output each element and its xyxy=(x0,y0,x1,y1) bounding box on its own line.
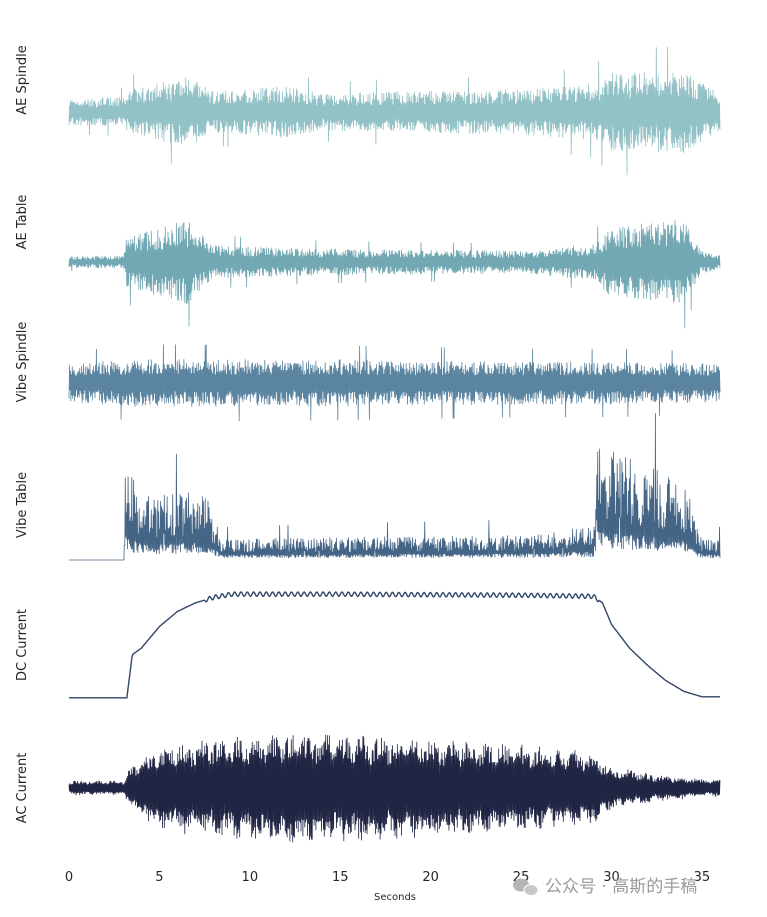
ylabel-dc-current: DC Current xyxy=(15,609,30,681)
series-trace-ae-spindle xyxy=(68,46,721,176)
x-axis-label: Seconds xyxy=(374,892,416,903)
panel-vibe-table: Vibe Table xyxy=(15,413,721,561)
series-trace-dc-current xyxy=(69,591,720,699)
panel-ae-table: AE Table xyxy=(15,195,721,329)
x-tick-label-0: 0 xyxy=(65,870,73,885)
panel-dc-current: DC Current xyxy=(15,591,720,699)
series-trace-ae-table xyxy=(68,220,721,329)
x-tick-label-10: 10 xyxy=(242,870,259,885)
panel-vibe-spindle: Vibe Spindle xyxy=(15,322,721,422)
x-tick-label-15: 15 xyxy=(332,870,349,885)
wechat-icon xyxy=(513,878,539,896)
watermark-text: 公众号 · 高斯的手稿 xyxy=(545,877,697,897)
ylabel-ac-current: AC Current xyxy=(15,753,30,824)
x-axis: 0 5 10 15 20 25 30 35 xyxy=(65,870,710,885)
ylabel-ae-table: AE Table xyxy=(15,195,30,250)
series-trace-vibe-spindle xyxy=(68,344,721,422)
watermark: 公众号 · 高斯的手稿 xyxy=(513,877,697,897)
ylabel-vibe-spindle: Vibe Spindle xyxy=(15,322,30,403)
ylabel-vibe-table: Vibe Table xyxy=(15,472,30,538)
series-trace-ac-current xyxy=(68,734,721,843)
x-tick-label-5: 5 xyxy=(155,870,163,885)
x-tick-label-30: 30 xyxy=(603,870,620,885)
series-trace-vibe-table xyxy=(69,413,721,561)
panel-ac-current: AC Current xyxy=(15,734,721,843)
ylabel-ae-spindle: AE Spindle xyxy=(15,45,30,114)
x-tick-label-35: 35 xyxy=(694,870,711,885)
panel-ae-spindle: AE Spindle xyxy=(15,45,721,176)
x-tick-label-20: 20 xyxy=(422,870,439,885)
